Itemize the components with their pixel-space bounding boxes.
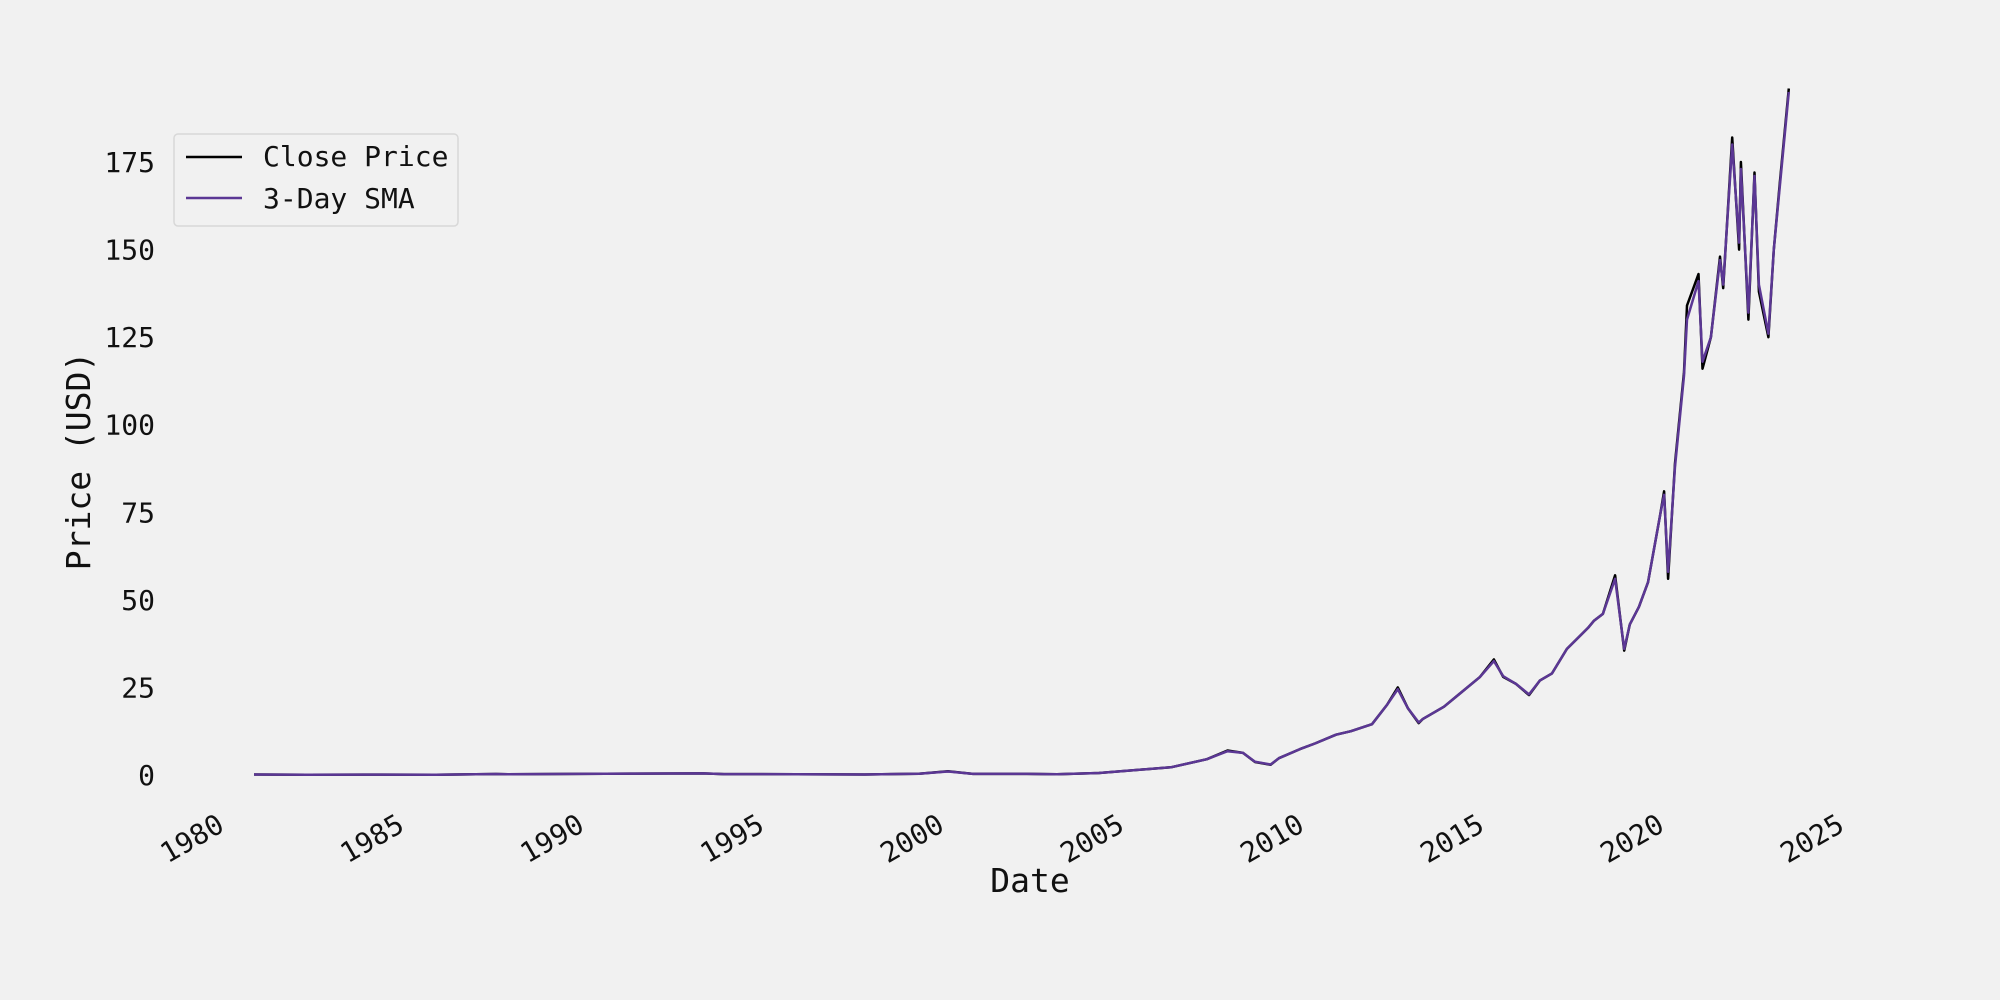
x-tick-label: 1990 — [515, 807, 590, 869]
series-line-3-day-sma — [253, 91, 1791, 776]
x-tick-label: 1980 — [155, 807, 230, 869]
y-axis-label: Price (USD) — [59, 352, 98, 571]
x-tick-label: 1995 — [695, 807, 770, 869]
y-tick-label: 0 — [138, 759, 155, 792]
y-tick-label: 50 — [121, 584, 155, 617]
x-tick-label: 2000 — [875, 807, 950, 869]
legend-box — [173, 133, 459, 227]
y-tick-label: 25 — [121, 671, 155, 704]
legend: Close Price 3-Day SMA — [173, 133, 459, 227]
x-tick-label: 2025 — [1775, 807, 1850, 869]
x-tick-label: 2020 — [1595, 807, 1670, 869]
x-tick-label: 2010 — [1235, 807, 1310, 869]
x-tick-label: 2015 — [1415, 807, 1490, 869]
y-axis-ticks: 0 25 50 75 100 125 150 175 — [104, 146, 155, 792]
plot-area — [253, 88, 1791, 776]
y-tick-label: 125 — [104, 321, 155, 354]
x-axis-label: Date — [990, 861, 1069, 900]
y-tick-label: 175 — [104, 146, 155, 179]
series-line-close-price — [253, 88, 1791, 776]
y-tick-label: 100 — [104, 409, 155, 442]
y-tick-label: 150 — [104, 234, 155, 267]
legend-label-close-price: Close Price — [263, 140, 448, 173]
legend-label-3-day-sma: 3-Day SMA — [263, 182, 415, 215]
y-tick-label: 75 — [121, 496, 155, 529]
x-tick-label: 1985 — [335, 807, 410, 869]
